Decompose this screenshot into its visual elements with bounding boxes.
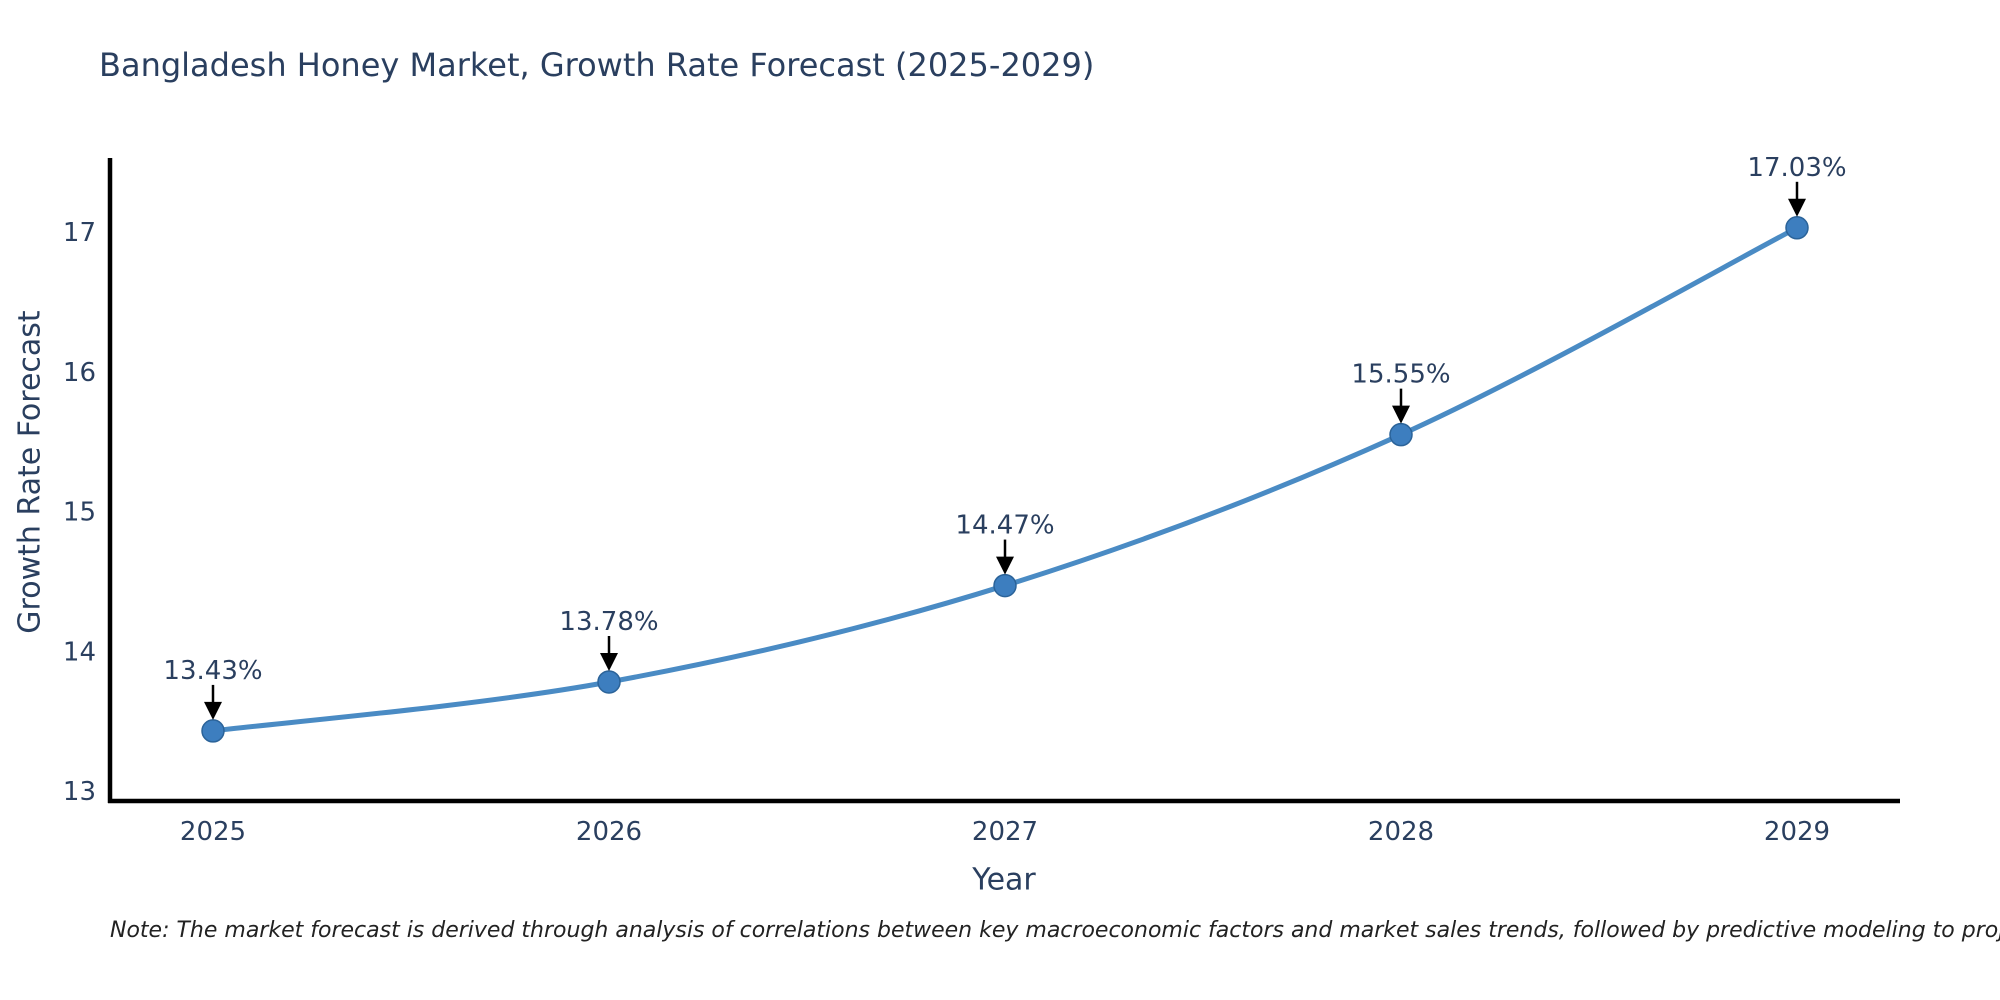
forecast-line	[210, 225, 1800, 734]
y-tick-label: 13	[63, 777, 96, 807]
annotation-label: 13.43%	[163, 656, 262, 686]
annotation-arrow-head	[600, 652, 618, 671]
y-tick-label: 14	[63, 637, 96, 667]
y-tick-label: 17	[63, 218, 96, 248]
data-point-marker	[597, 670, 621, 694]
annotation-arrow-head	[996, 556, 1014, 575]
data-point-marker	[993, 573, 1017, 598]
y-tick-label: 16	[63, 358, 96, 388]
chart-title: Bangladesh Honey Market, Growth Rate For…	[99, 46, 1095, 84]
x-axis-title: Year	[972, 862, 1036, 898]
x-tick-label: 2026	[576, 817, 642, 847]
data-point-marker	[1785, 216, 1809, 240]
footnote: Note: The market forecast is derived thr…	[110, 918, 2000, 943]
x-tick-label: 2029	[1764, 817, 1830, 847]
x-tick-label: 2027	[972, 817, 1038, 847]
annotation-label: 15.55%	[1351, 360, 1450, 390]
annotation-label: 14.47%	[955, 511, 1054, 541]
x-tick-label: 2028	[1368, 817, 1434, 847]
annotation-label: 17.03%	[1747, 153, 1846, 183]
annotation-arrow-head	[1788, 198, 1806, 217]
annotation-arrow-head	[204, 701, 222, 720]
y-tick-label: 15	[63, 498, 96, 528]
annotation-arrow-head	[1392, 405, 1410, 424]
x-tick-label: 2025	[180, 817, 246, 847]
data-point-marker	[1389, 422, 1413, 447]
data-point-marker	[201, 719, 225, 743]
annotation-label: 13.78%	[559, 607, 658, 637]
